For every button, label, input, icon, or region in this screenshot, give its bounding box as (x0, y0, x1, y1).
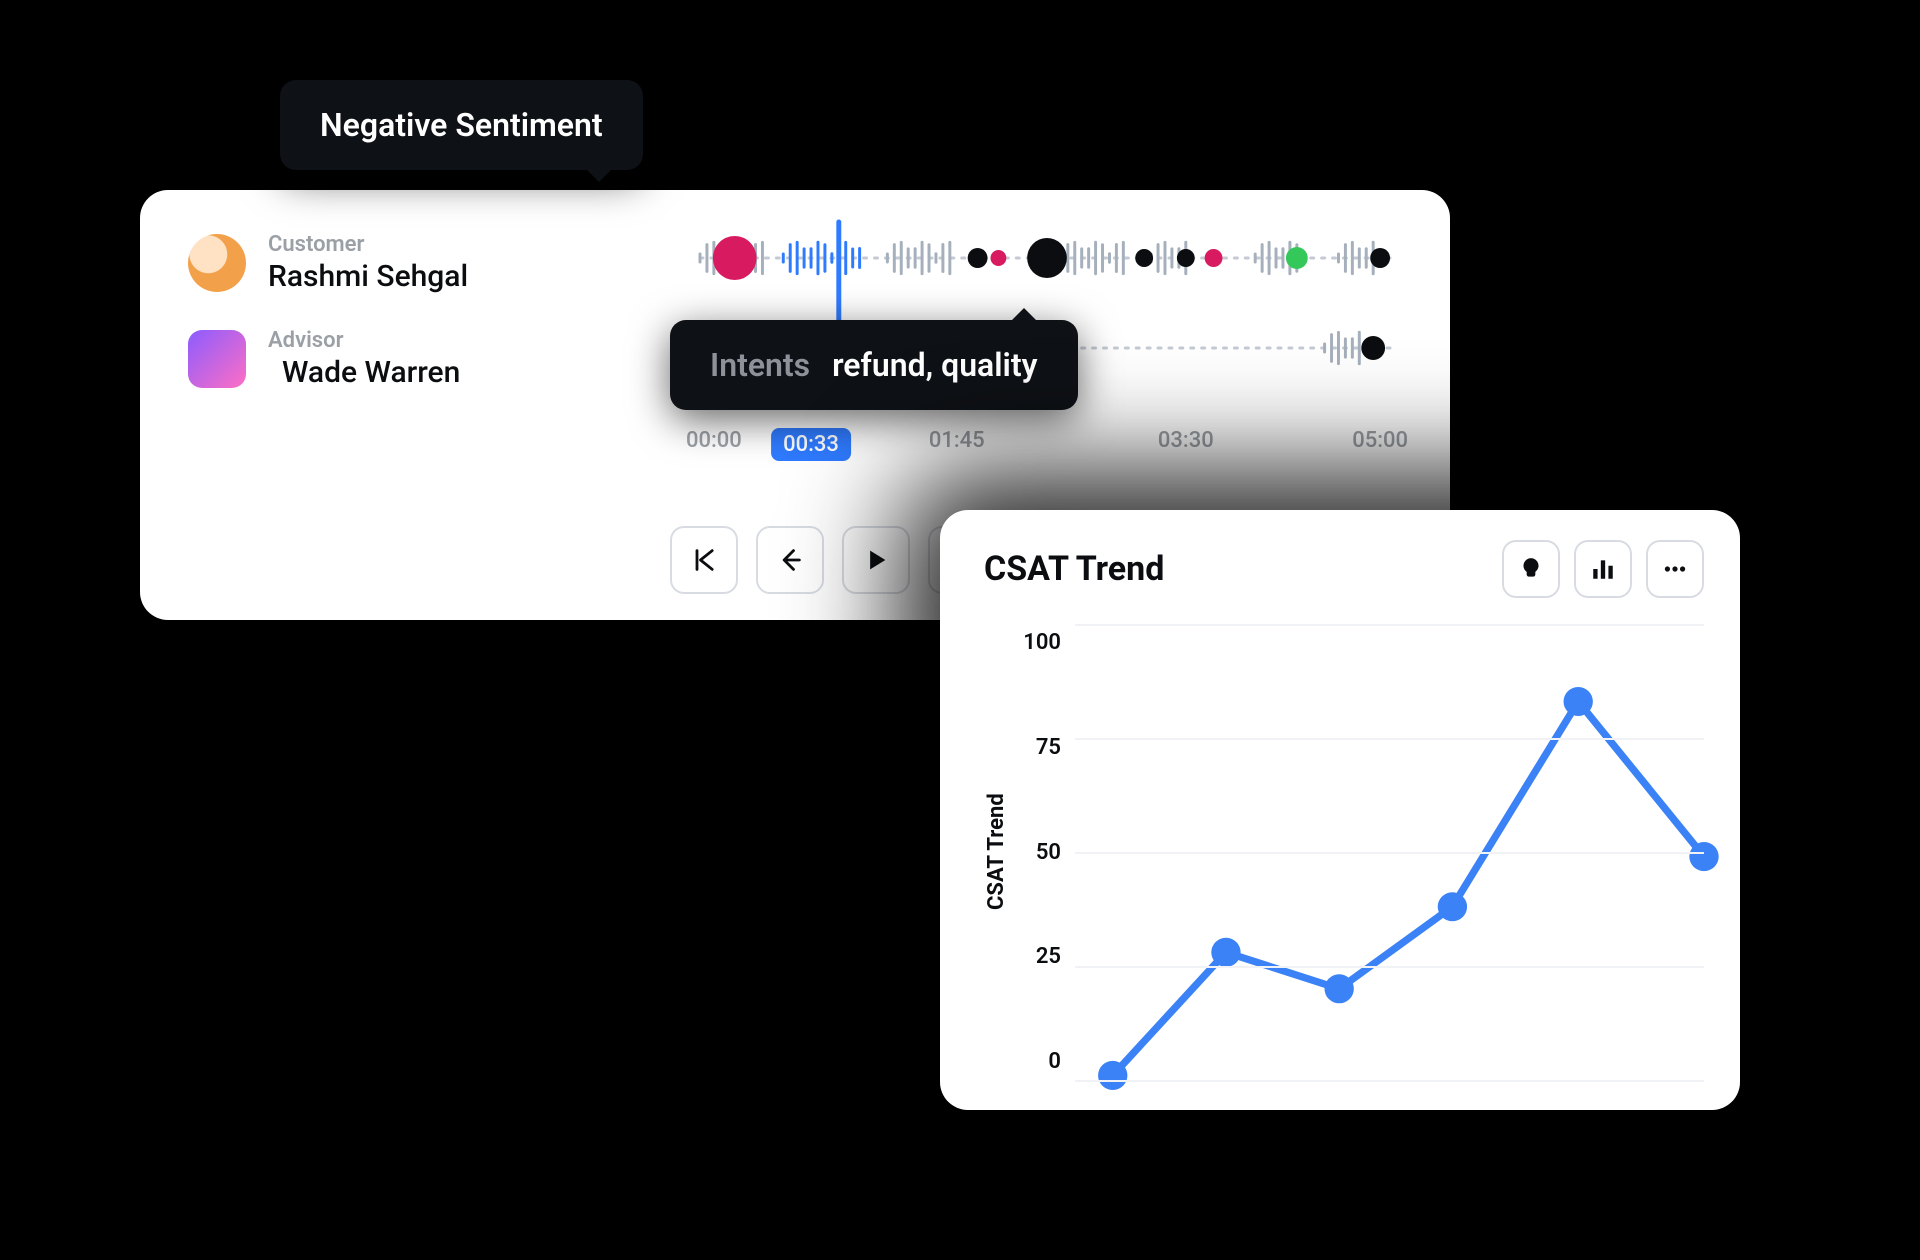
y-tick: 75 (1036, 735, 1061, 760)
more-button[interactable] (1646, 540, 1704, 598)
more-icon (1662, 556, 1688, 582)
bar-chart-icon (1590, 556, 1616, 582)
skip-back-icon (690, 546, 718, 574)
chart-type-button[interactable] (1574, 540, 1632, 598)
play-icon (862, 546, 890, 574)
sentiment-tooltip-text: Negative Sentiment (320, 106, 603, 144)
chart-title: CSAT Trend (984, 549, 1164, 589)
insights-button[interactable] (1502, 540, 1560, 598)
customer-name: Rashmi Sehgal (268, 259, 468, 294)
chart-header: CSAT Trend (984, 540, 1704, 598)
play-button[interactable] (842, 526, 910, 594)
y-tick: 0 (1048, 1049, 1061, 1074)
chart-body: CSAT Trend 100 75 50 25 0 (984, 624, 1704, 1080)
customer-role-label: Customer (268, 232, 468, 257)
customer-avatar (188, 234, 246, 292)
sentiment-tooltip: Negative Sentiment (280, 80, 643, 170)
intents-tooltip-values: refund, quality (832, 346, 1037, 384)
csat-trend-card: CSAT Trend CSAT Trend 100 75 50 25 0 (940, 510, 1740, 1110)
time-tick: 00:33 (771, 428, 851, 461)
intents-tooltip-label: Intents (710, 346, 810, 384)
chart-actions (1502, 540, 1704, 598)
y-axis-label: CSAT Trend (984, 624, 1009, 1080)
time-tick: 00:00 (686, 428, 742, 453)
back-button[interactable] (756, 526, 824, 594)
advisor-avatar (188, 330, 246, 388)
advisor-name: Wade Warren (282, 355, 460, 390)
y-tick: 100 (1023, 630, 1061, 655)
advisor-role-label: Advisor (268, 328, 460, 353)
lightbulb-icon (1518, 556, 1544, 582)
skip-back-button[interactable] (670, 526, 738, 594)
plot-area (1075, 624, 1704, 1080)
time-tick: 03:30 (1158, 428, 1214, 453)
intents-tooltip: Intents refund, quality (670, 320, 1078, 410)
y-tick: 25 (1036, 944, 1061, 969)
y-axis-ticks: 100 75 50 25 0 (1015, 624, 1075, 1080)
y-tick: 50 (1036, 840, 1061, 865)
arrow-left-icon (776, 546, 804, 574)
time-tick: 01:45 (929, 428, 985, 453)
time-tick: 05:00 (1352, 428, 1408, 453)
